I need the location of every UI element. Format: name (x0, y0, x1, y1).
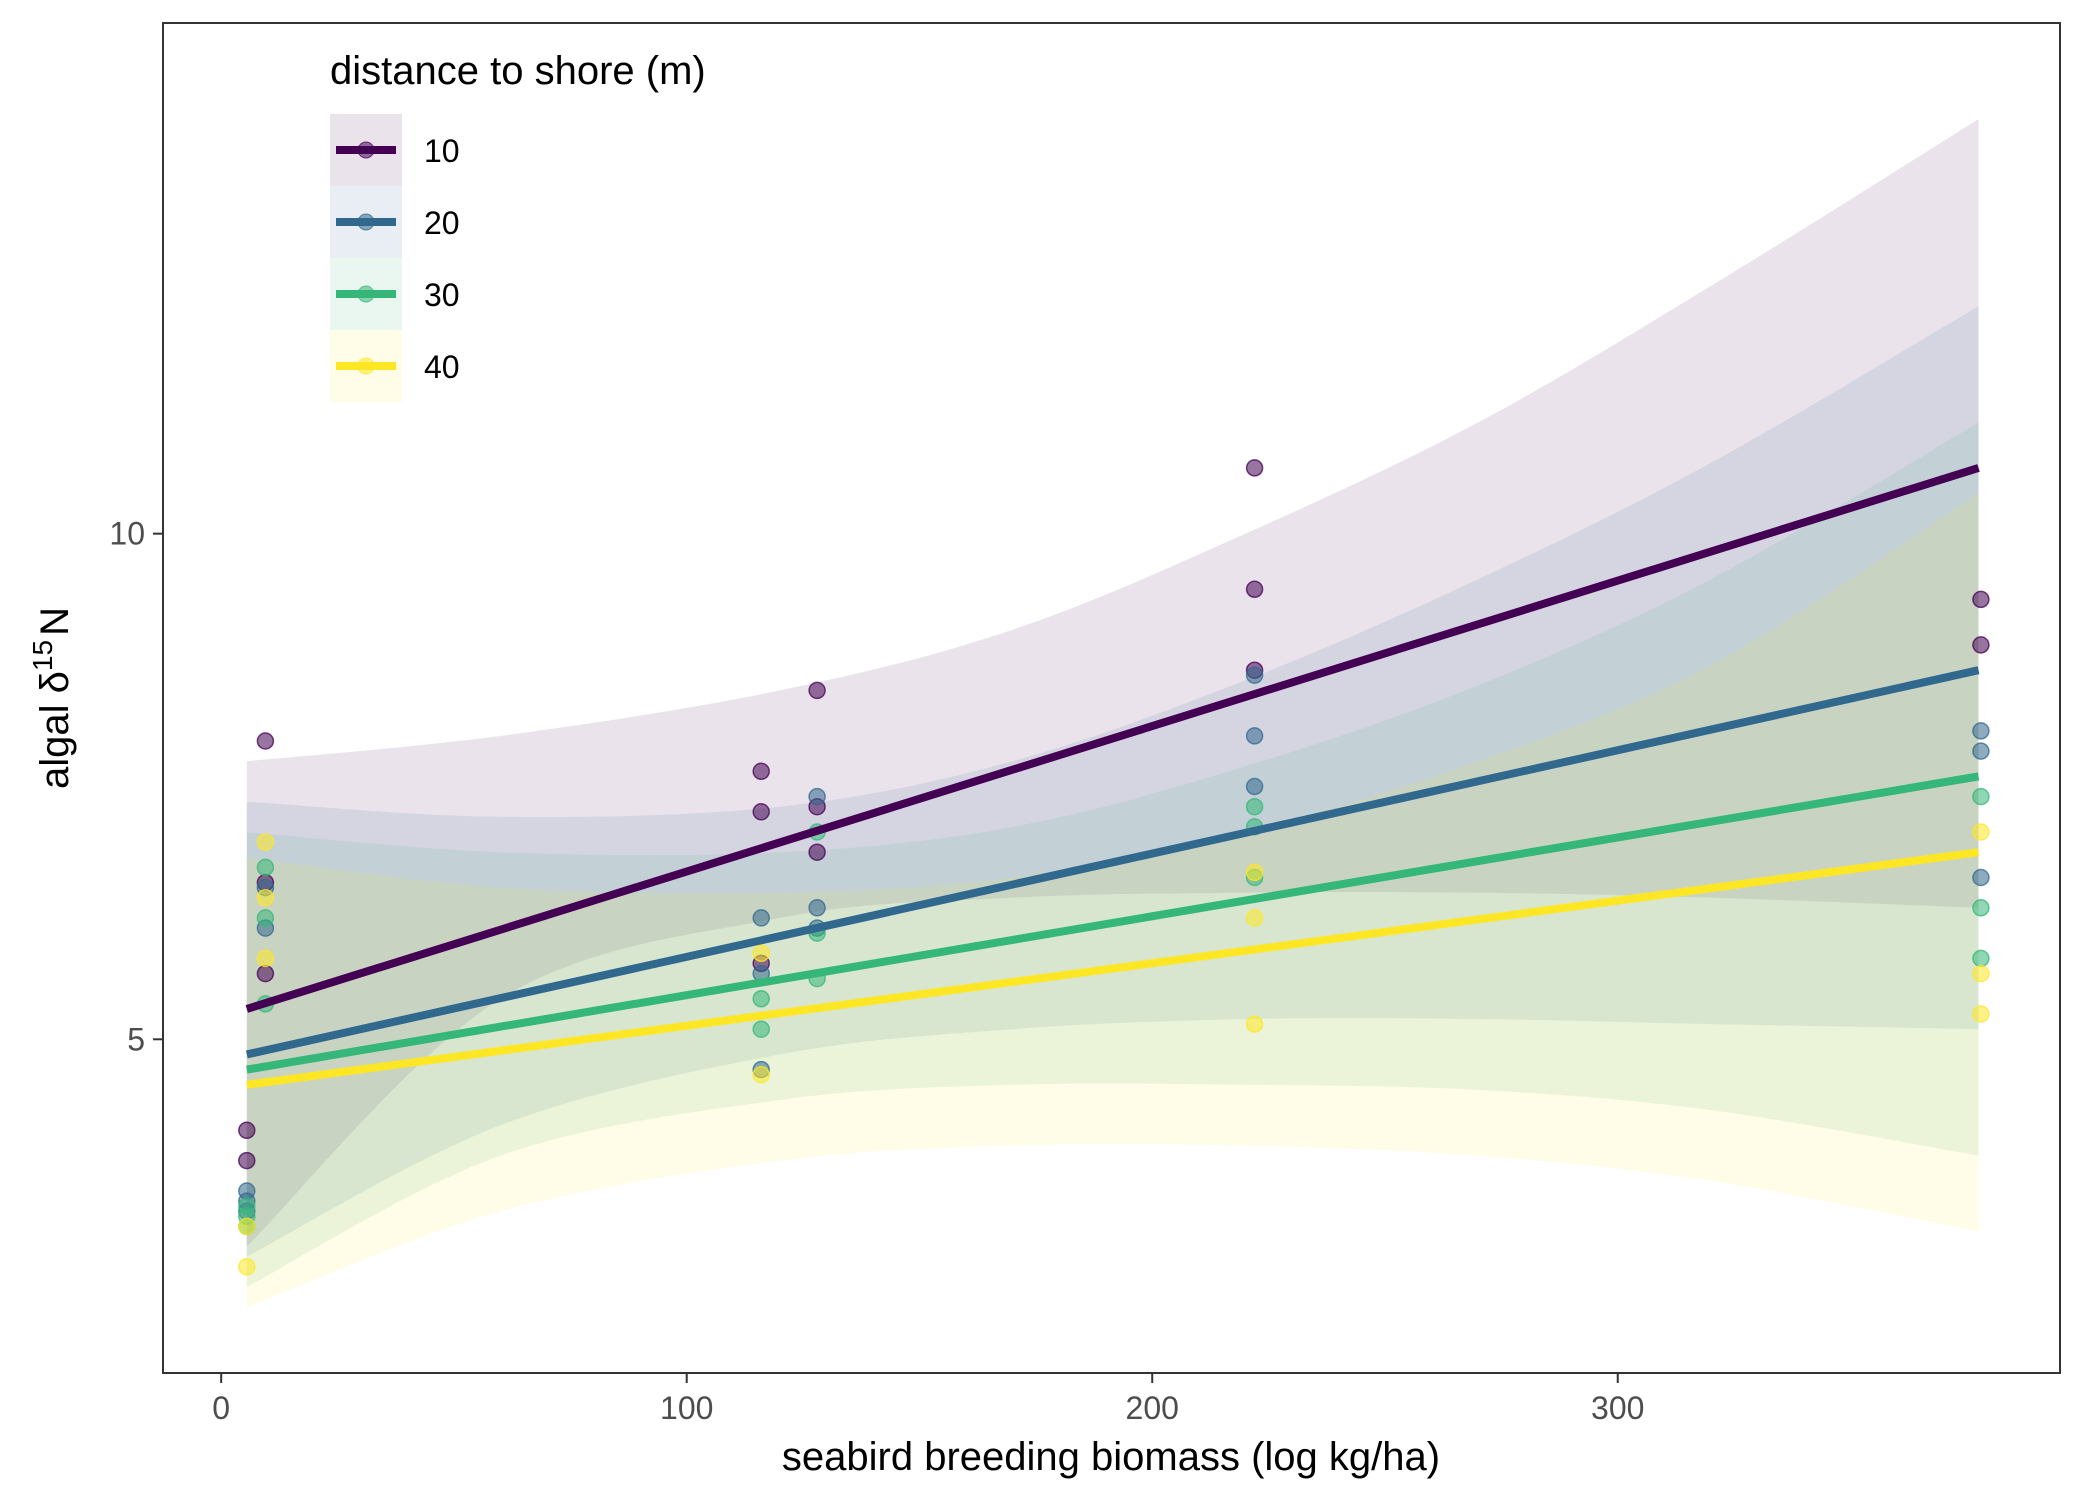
x-axis: 0 100 200 300 (212, 1373, 1644, 1426)
legend-item-10: 10 (330, 114, 460, 186)
point-20-12 (1245, 727, 1264, 745)
y-tick-label: 5 (127, 1021, 145, 1057)
point-20-15 (1972, 742, 1990, 760)
point-10-5 (752, 762, 770, 781)
x-tick-label: 200 (1126, 1390, 1179, 1426)
point-30-11 (1245, 797, 1264, 816)
point-10-15 (1972, 636, 1990, 654)
trend-line-30 (246, 772, 1980, 1074)
data-points (238, 459, 1990, 1276)
ribbon-10 (246, 119, 1979, 1247)
point-40-12 (1972, 1005, 1990, 1023)
point-40-4 (256, 949, 275, 968)
x-tick-label: 300 (1591, 1390, 1644, 1426)
point-40-6 (752, 1065, 770, 1084)
x-tick-label: 0 (212, 1390, 230, 1426)
legend-label: 20 (424, 205, 460, 241)
x-axis-title: seabird breeding biomass (log kg/ha) (782, 1435, 1440, 1479)
trend-line-20 (245, 666, 1980, 1059)
point-40-3 (256, 888, 275, 907)
legend-item-30: 30 (330, 258, 460, 330)
ribbon-40 (246, 493, 1979, 1308)
legend: distance to shore (m) 10 20 30 40 (330, 49, 706, 402)
legend-title: distance to shore (m) (330, 49, 706, 93)
ribbon-30 (246, 422, 1979, 1287)
point-20-13 (1245, 777, 1264, 796)
point-30-6 (752, 990, 770, 1008)
point-40-5 (752, 944, 770, 963)
point-10-2 (256, 732, 275, 750)
point-30-7 (752, 1020, 770, 1038)
y-axis-title-prefix: algal (33, 693, 77, 789)
legend-label: 30 (424, 277, 460, 313)
point-40-2 (256, 833, 275, 851)
point-10-1 (238, 1151, 256, 1170)
y-axis-title: algal δ15 N (27, 607, 77, 789)
point-30-4 (256, 909, 275, 927)
point-20-8 (808, 787, 826, 806)
legend-key-point (357, 285, 375, 303)
point-40-7 (1245, 863, 1264, 882)
point-10-12 (1245, 580, 1264, 599)
legend-item-20: 20 (330, 186, 460, 258)
y-axis-title-suffix: N (33, 607, 77, 636)
plot-panel-border (162, 22, 2061, 1374)
y-tick-label: 10 (109, 516, 145, 552)
point-10-14 (1972, 590, 1990, 609)
point-10-0 (238, 1121, 256, 1140)
point-30-3 (256, 858, 275, 877)
trend-lines (245, 464, 1980, 1089)
point-20-9 (808, 899, 826, 917)
y-axis: 5 10 (109, 516, 163, 1057)
point-40-11 (1972, 964, 1990, 983)
trend-line-40 (246, 848, 1980, 1089)
point-20-14 (1972, 722, 1990, 740)
y-axis-title-delta: δ (33, 671, 77, 693)
point-40-1 (238, 1258, 256, 1276)
point-20-11 (1245, 666, 1264, 684)
legend-label: 40 (424, 349, 460, 385)
ribbon-20 (246, 306, 1979, 1257)
point-30-15 (1972, 899, 1990, 917)
confidence-ribbons (246, 119, 1979, 1308)
point-40-0 (238, 1217, 256, 1236)
legend-key-point (357, 213, 375, 231)
y-axis-title-superscript: 15 (27, 640, 58, 671)
point-10-8 (808, 681, 826, 700)
point-10-11 (1245, 459, 1264, 477)
point-10-3 (256, 964, 275, 983)
legend-key-point (357, 357, 375, 375)
point-40-9 (1245, 1015, 1264, 1033)
point-30-16 (1972, 949, 1990, 968)
point-10-10 (808, 843, 826, 861)
point-40-8 (1245, 909, 1264, 927)
point-30-14 (1972, 787, 1990, 806)
point-20-16 (1972, 868, 1990, 887)
legend-label: 10 (424, 133, 460, 169)
legend-item-40: 40 (330, 330, 460, 402)
trend-line-10 (245, 464, 1980, 1013)
legend-key-point (357, 141, 375, 159)
point-10-6 (752, 803, 770, 821)
x-tick-label: 100 (660, 1390, 713, 1426)
point-20-5 (752, 909, 770, 927)
point-40-10 (1972, 823, 1990, 841)
